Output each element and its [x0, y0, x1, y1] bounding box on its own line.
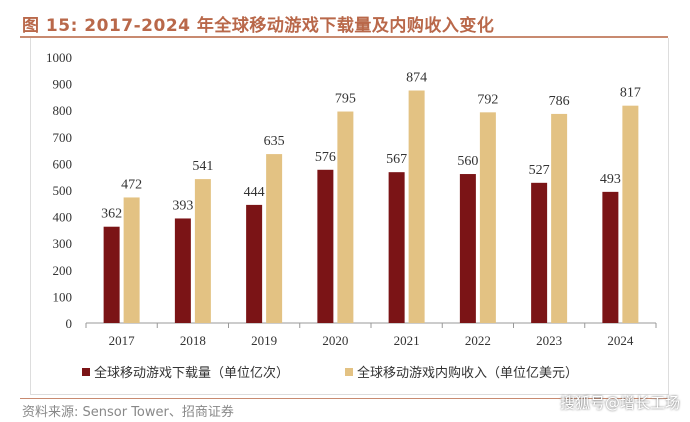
data-label: 493	[600, 172, 621, 187]
x-tick-label: 2024	[607, 333, 634, 348]
x-tick-label: 2019	[251, 333, 277, 348]
bar-downloads	[174, 218, 191, 323]
data-label: 527	[529, 163, 550, 178]
bar-revenue	[337, 111, 354, 323]
bar-revenue	[123, 197, 140, 323]
title-divider	[20, 36, 668, 38]
bar-downloads	[531, 182, 548, 323]
data-label: 393	[172, 198, 193, 213]
x-tick-label: 2022	[465, 333, 491, 348]
data-label: 560	[457, 154, 478, 169]
bar-downloads	[246, 204, 263, 323]
bar-revenue	[194, 179, 211, 323]
bar-downloads	[103, 226, 120, 323]
legend-swatch	[82, 368, 90, 376]
data-label: 567	[386, 152, 407, 167]
y-tick-label: 1000	[46, 50, 72, 65]
x-tick-label: 2017	[109, 333, 136, 348]
y-tick-label: 700	[53, 130, 73, 145]
bar-downloads	[317, 169, 334, 323]
data-label: 472	[121, 177, 142, 192]
data-label: 362	[101, 207, 122, 222]
y-tick-label: 300	[53, 236, 73, 251]
data-label: 541	[192, 159, 213, 174]
bar-revenue	[479, 112, 496, 323]
legend-label: 全球移动游戏内购收入（单位亿美元）	[357, 365, 578, 381]
x-tick-label: 2021	[394, 333, 420, 348]
data-label: 817	[620, 86, 641, 101]
data-label: 786	[549, 94, 570, 109]
data-label: 874	[406, 71, 427, 86]
bar-downloads	[388, 172, 405, 323]
x-tick-label: 2023	[536, 333, 562, 348]
bar-revenue	[622, 105, 639, 323]
y-tick-label: 600	[53, 156, 73, 171]
y-tick-label: 400	[53, 210, 73, 225]
bar-revenue	[266, 154, 283, 323]
source-note: 资料来源: Sensor Tower、招商证券	[22, 405, 234, 420]
bar-revenue	[551, 113, 568, 323]
data-label: 795	[335, 92, 356, 107]
legend-swatch	[345, 368, 353, 376]
data-label: 444	[244, 185, 265, 200]
bar-revenue	[408, 90, 425, 324]
bar-downloads	[602, 191, 619, 323]
y-tick-label: 900	[53, 77, 73, 92]
y-tick-label: 0	[66, 316, 73, 331]
source-divider	[20, 398, 668, 399]
y-tick-label: 100	[53, 289, 73, 304]
data-label: 635	[264, 134, 285, 149]
data-label: 792	[477, 92, 498, 107]
bar-downloads	[459, 174, 476, 323]
legend-label: 全球移动游戏下载量（单位亿次）	[94, 365, 289, 381]
watermark: 搜狐号@增长工场	[559, 394, 680, 412]
chart-frame	[30, 38, 669, 395]
x-tick-label: 2018	[180, 333, 206, 348]
data-label: 576	[315, 150, 336, 165]
y-tick-label: 800	[53, 103, 73, 118]
figure-title: 图 15: 2017-2024 年全球移动游戏下载量及内购收入变化	[22, 16, 495, 36]
y-tick-label: 500	[53, 183, 73, 198]
y-tick-label: 200	[53, 263, 73, 278]
x-tick-label: 2020	[322, 333, 348, 348]
